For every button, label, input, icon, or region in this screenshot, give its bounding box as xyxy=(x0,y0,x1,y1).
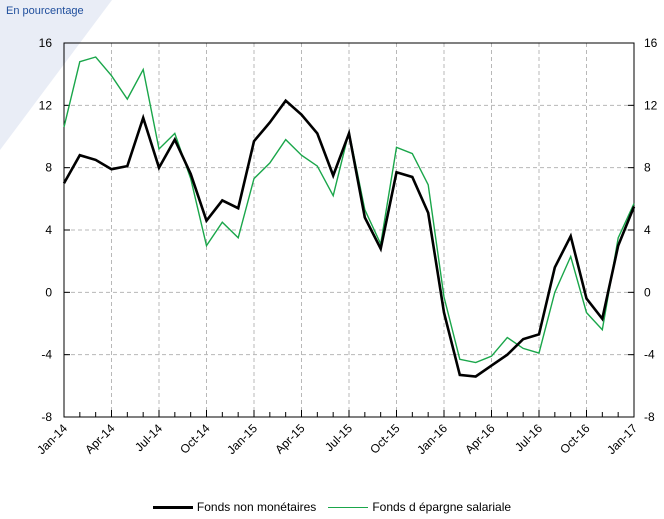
y-tick-label-left: -8 xyxy=(41,410,52,424)
x-axis: Jan-14 Apr-14 Jul-14 Oct-14 Jan-15 Apr-15 Jul-… xyxy=(34,421,640,457)
x-tick-label: Apr-14 xyxy=(82,421,118,457)
unit-label: En pourcentage xyxy=(6,5,84,17)
y-tick-label-right: 8 xyxy=(644,161,651,175)
y-axis-left: -8 -4 0 4 8 12 16 xyxy=(39,36,53,424)
y-tick-label-right: 4 xyxy=(644,223,651,237)
legend-label-series2: Fonds d épargne salariale xyxy=(372,500,512,514)
series-lines xyxy=(62,56,636,378)
y-tick-label-right: -8 xyxy=(644,410,655,424)
x-tick-label: Apr-16 xyxy=(462,421,498,457)
x-tick-label: Jan-14 xyxy=(34,421,70,457)
x-tick-label: Jul-14 xyxy=(132,421,165,454)
x-tick-label: Jul-16 xyxy=(512,421,545,454)
y-tick-label-right: -4 xyxy=(644,348,655,362)
y-tick-label-right: 12 xyxy=(644,98,658,112)
series-line-fonds-non-monetaires xyxy=(62,98,636,378)
y-tick-label-left: 8 xyxy=(45,161,52,175)
y-tick-label-right: 16 xyxy=(644,36,658,50)
y-tick-label-left: 4 xyxy=(45,223,52,237)
y-axis-right: -8 -4 0 4 8 12 16 xyxy=(644,36,658,424)
x-tick-label: Jan-16 xyxy=(414,421,450,457)
x-tick-label: Jan-17 xyxy=(604,421,640,457)
y-tick-label-left: 12 xyxy=(39,98,53,112)
x-tick-label: Jul-15 xyxy=(322,421,355,454)
legend-label-series1: Fonds non monétaires xyxy=(196,500,317,514)
legend: Fonds non monétaires Fonds d épargne sal… xyxy=(0,500,664,514)
line-chart: -8 -4 0 4 8 12 16 -8 -4 0 4 8 12 16 Jan-14 Apr-14 Jul-… xyxy=(34,36,658,457)
y-tick-label-right: 0 xyxy=(644,285,651,299)
axis-ticks xyxy=(63,42,635,418)
y-tick-label-left: -4 xyxy=(41,348,52,362)
y-tick-label-left: 0 xyxy=(45,285,52,299)
x-tick-label: Oct-16 xyxy=(557,421,593,457)
background-shape xyxy=(0,0,112,150)
x-tick-label: Jan-15 xyxy=(224,421,260,457)
legend-item-series2: Fonds d épargne salariale xyxy=(328,500,511,514)
x-tick-label: Oct-14 xyxy=(177,421,213,457)
legend-swatch-series2 xyxy=(328,506,369,508)
x-tick-label: Oct-15 xyxy=(367,421,403,457)
legend-swatch-series1 xyxy=(152,505,193,509)
y-tick-label-left: 16 xyxy=(39,36,53,50)
x-tick-label: Apr-15 xyxy=(272,421,308,457)
legend-item-series1: Fonds non monétaires xyxy=(152,500,317,514)
